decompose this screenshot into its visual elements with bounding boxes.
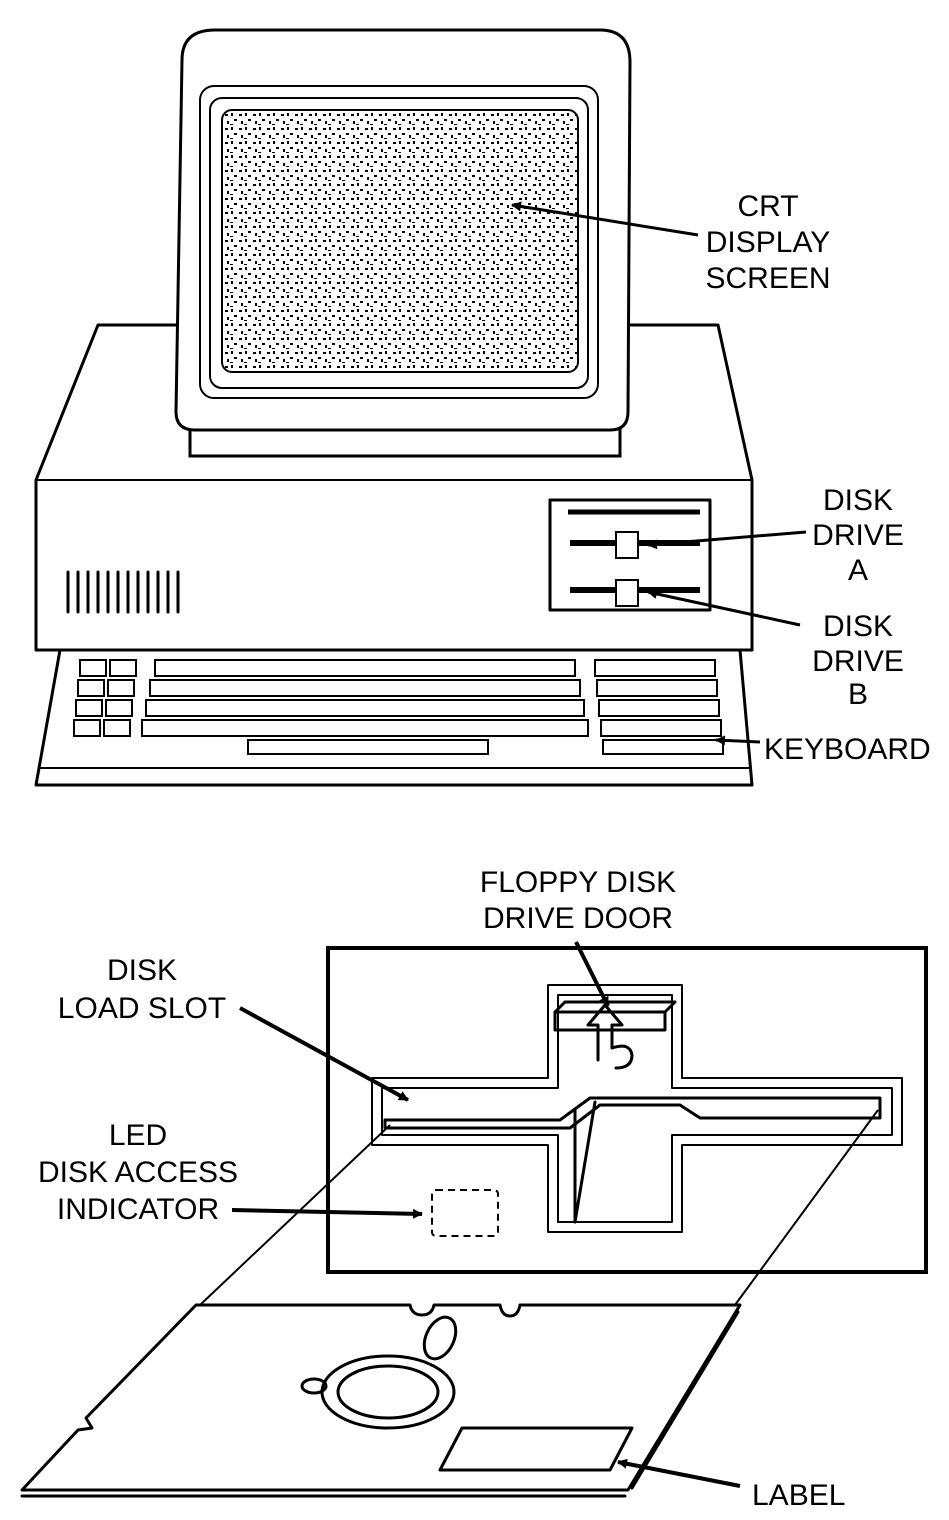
label-line: DISK [823, 610, 893, 643]
label-disk-load-slot: DISK LOAD SLOT [58, 954, 226, 1025]
label-line: CRT [737, 190, 798, 223]
hub-hole [336, 1364, 440, 1420]
label-line: DRIVE DOOR [483, 902, 673, 935]
disk-drive-a[interactable] [570, 531, 700, 559]
label-line: DRIVE [812, 519, 904, 552]
drive-closeup [326, 946, 928, 1274]
door-arrow [574, 941, 610, 1007]
label-line: LED [109, 1119, 167, 1152]
disk-drive-b[interactable] [570, 579, 700, 607]
label-keyboard: KEYBOARD [764, 733, 931, 766]
main-keys [141, 659, 589, 755]
vent-grille [66, 570, 180, 614]
floppy-disk[interactable] [20, 1303, 742, 1498]
projection-line-left [199, 1124, 391, 1306]
crt-display-screen [221, 109, 579, 373]
hub-ring [320, 1354, 456, 1430]
write-protect-hole [422, 1315, 458, 1361]
computer-illustration [34, 28, 754, 787]
label-disk-drive-a: DISK DRIVE A [812, 484, 904, 587]
keyboard-arrow [715, 735, 761, 746]
system-unit [34, 323, 754, 652]
label-led-disk-access-indicator: LED DISK ACCESS INDICATOR [38, 1119, 238, 1226]
monitor [174, 28, 632, 458]
index-hole [300, 1377, 328, 1395]
label-line: DRIVE [812, 645, 904, 678]
drive-b-arrow [647, 589, 801, 627]
led-disk-access-indicator [431, 1189, 499, 1237]
disk-load-slot[interactable] [383, 1096, 882, 1130]
drive-bay [548, 498, 712, 612]
label-line: DISPLAY [706, 226, 831, 259]
floppy-disk-drive-door[interactable] [553, 1000, 677, 1224]
label-line: DISK [107, 954, 177, 987]
numeric-keypad [594, 659, 724, 755]
projection-line-right [734, 1109, 879, 1306]
drive-a-arrow [647, 530, 807, 550]
led-arrow [231, 1208, 423, 1219]
label-floppy-disk-drive-door: FLOPPY DISK DRIVE DOOR [480, 866, 676, 935]
label-line: LOAD SLOT [58, 992, 226, 1025]
disk-label [438, 1426, 634, 1472]
label-line: INDICATOR [57, 1193, 219, 1226]
crt-arrow [511, 201, 699, 237]
label-line: DISK ACCESS [38, 1156, 238, 1189]
label-line: FLOPPY DISK [480, 866, 676, 899]
label-line: DISK [823, 484, 893, 517]
keyboard[interactable] [34, 648, 754, 787]
label-line: A [848, 554, 868, 587]
label-label: LABEL [752, 1479, 845, 1512]
load-slot-arrow [239, 1006, 409, 1102]
label-crt-display-screen: CRT DISPLAY SCREEN [705, 190, 830, 295]
label-line: B [848, 678, 868, 711]
label-disk-drive-b: DISK DRIVE B [812, 610, 904, 711]
label-line: SCREEN [705, 262, 830, 295]
label-arrow [617, 1458, 741, 1488]
